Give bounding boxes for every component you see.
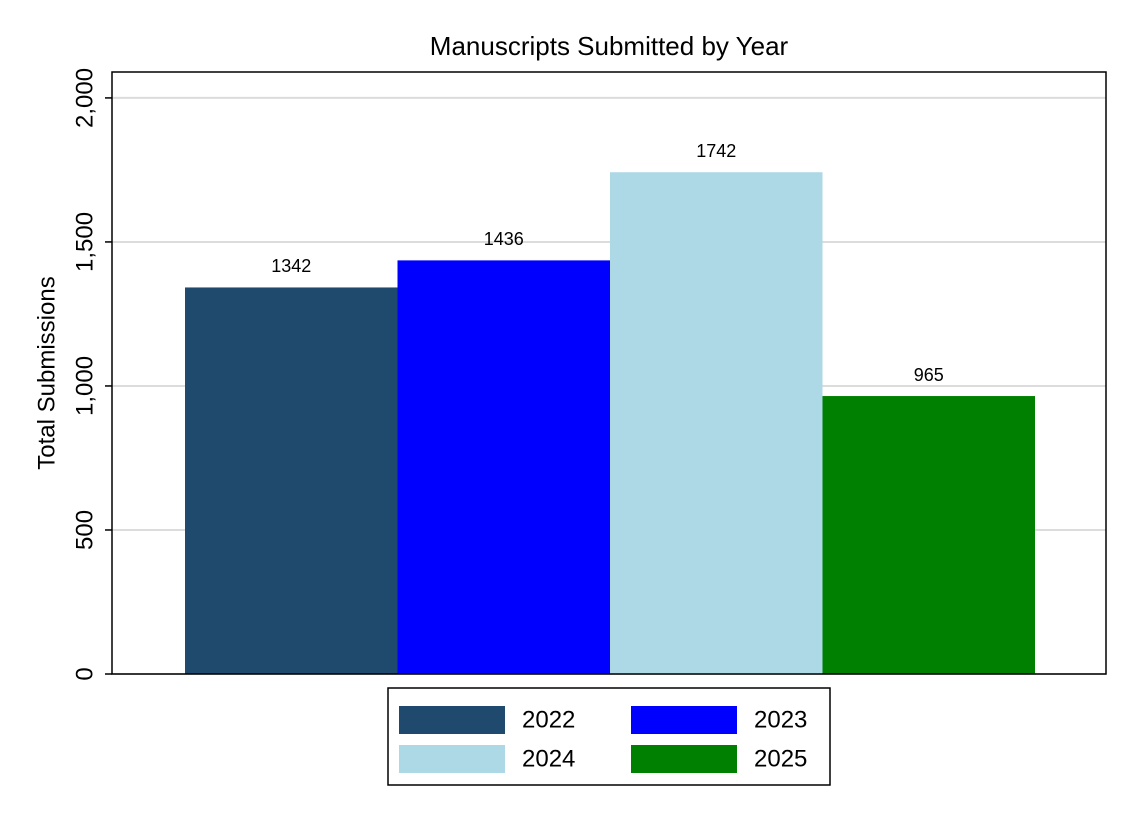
- bar: [185, 287, 398, 674]
- y-tick-label: 1,500: [71, 212, 98, 272]
- legend-swatch: [631, 745, 737, 773]
- legend-swatch: [399, 706, 505, 734]
- legend-label: 2022: [522, 706, 575, 733]
- y-tick-label: 2,000: [71, 68, 98, 128]
- chart-title: Manuscripts Submitted by Year: [430, 31, 789, 61]
- legend-label: 2024: [522, 745, 575, 772]
- bar: [822, 396, 1035, 674]
- bar: [610, 172, 823, 675]
- legend-label: 2023: [754, 706, 807, 733]
- data-label: 1342: [271, 256, 311, 276]
- y-tick-label: 1,000: [71, 356, 98, 416]
- data-label: 1742: [696, 141, 736, 161]
- data-label: 965: [914, 365, 944, 385]
- data-label: 1436: [484, 229, 524, 249]
- plot-frame: [111, 71, 1107, 675]
- y-tick-label: 500: [71, 510, 98, 550]
- legend-label: 2025: [754, 745, 807, 772]
- legend-swatch: [631, 706, 737, 734]
- y-axis-label: Total Submissions: [33, 276, 60, 469]
- y-tick-label: 0: [71, 667, 98, 680]
- bar: [397, 260, 610, 674]
- legend-swatch: [399, 745, 505, 773]
